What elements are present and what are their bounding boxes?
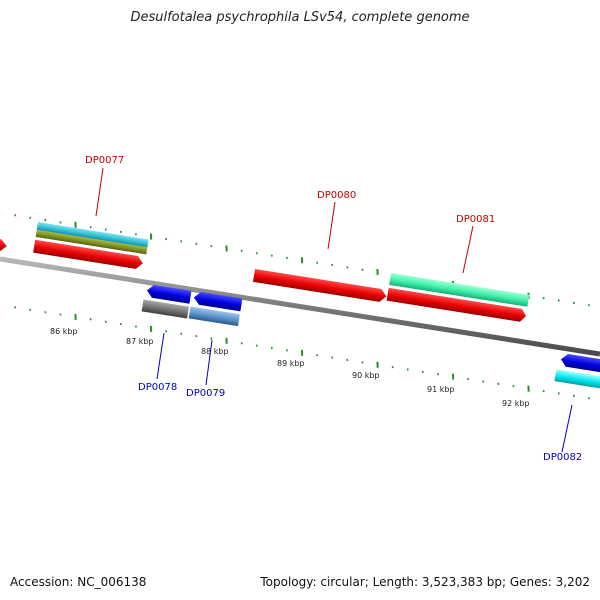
topology-info: Topology: circular; Length: 3,523,383 bp… bbox=[260, 575, 590, 589]
genome-backbone bbox=[0, 256, 600, 357]
gene-features bbox=[0, 222, 600, 389]
scale-label-91kbp: 91 kbp bbox=[427, 385, 455, 394]
scale-label-89kbp: 89 kbp bbox=[277, 359, 305, 368]
gene-label-dp0079: DP0079 bbox=[186, 388, 225, 399]
gene-arrow-blue bbox=[193, 291, 243, 312]
gene-arrow-blue bbox=[560, 353, 600, 374]
gene-label-dp0078: DP0078 bbox=[138, 382, 177, 393]
gene-arrow-red bbox=[386, 287, 526, 322]
gene-bar-cyan bbox=[36, 222, 149, 248]
gene-label-dp0077: DP0077 bbox=[85, 155, 124, 166]
scale-label-87kbp: 87 kbp bbox=[126, 337, 154, 346]
gene-label-dp0082: DP0082 bbox=[543, 452, 582, 463]
gene-label-leaders bbox=[95, 167, 573, 453]
gene-bar-olive bbox=[35, 229, 148, 255]
scale-label-92kbp: 92 kbp bbox=[502, 399, 530, 408]
gene-arrow-blue bbox=[146, 284, 192, 304]
scale-label-86kbp: 86 kbp bbox=[50, 327, 78, 336]
gene-arrow-red bbox=[33, 239, 143, 269]
gene-arrow-red bbox=[0, 236, 7, 252]
gene-bar-gray bbox=[141, 299, 189, 319]
gene-bar-green bbox=[389, 273, 530, 307]
gene-bar-steel bbox=[188, 306, 240, 327]
map-title: Desulfotalea psychrophila LSv54, complet… bbox=[130, 10, 470, 25]
scale-label-88kbp: 88 kbp bbox=[201, 347, 229, 356]
tick-row-top bbox=[14, 214, 590, 307]
gene-arrow-red bbox=[252, 269, 387, 302]
accession-info: Accession: NC_006138 bbox=[10, 575, 147, 589]
scale-label-90kbp: 90 kbp bbox=[352, 371, 380, 380]
gene-label-dp0080: DP0080 bbox=[317, 190, 356, 201]
gene-bar-cyan bbox=[554, 369, 600, 389]
tick-row-bottom bbox=[14, 306, 590, 400]
gene-label-dp0081: DP0081 bbox=[456, 214, 495, 225]
